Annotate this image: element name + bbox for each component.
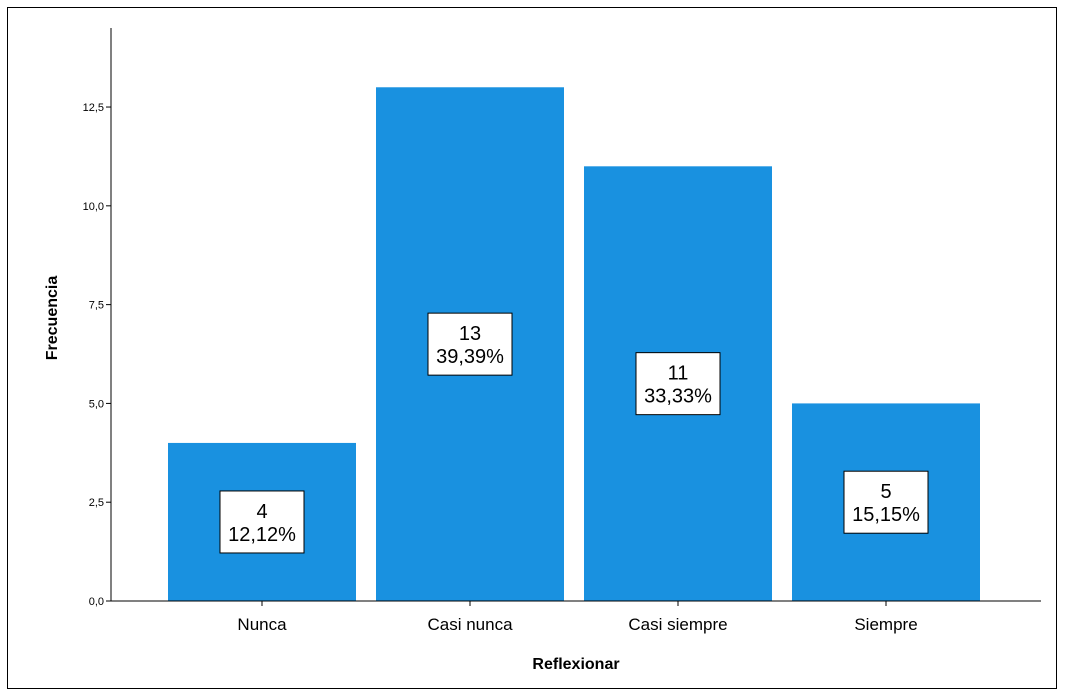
data-label-box bbox=[635, 352, 721, 416]
x-labels-layer: Nunca Casi nunca Casi siempre Siempre bbox=[237, 601, 918, 634]
data-label: 515,15% bbox=[843, 470, 929, 534]
y-tick-label: 2,5 bbox=[89, 497, 104, 509]
bars-layer bbox=[168, 87, 980, 601]
x-tick-label: Nunca bbox=[237, 615, 287, 634]
y-tick-label: 10,0 bbox=[83, 201, 104, 213]
data-label-count: 13 bbox=[459, 323, 481, 345]
data-label-percent: 39,39% bbox=[436, 346, 504, 368]
data-label-box bbox=[219, 490, 305, 554]
data-label-percent: 33,33% bbox=[644, 386, 712, 408]
y-tick-label: 0,0 bbox=[89, 596, 104, 608]
y-tick-label: 12,5 bbox=[83, 102, 104, 114]
data-label-box bbox=[843, 470, 929, 534]
y-axis-title: Frecuencia bbox=[44, 276, 61, 361]
y-tick-label: 5,0 bbox=[89, 398, 104, 410]
data-label: 412,12% bbox=[219, 490, 305, 554]
data-label-count: 11 bbox=[668, 363, 689, 385]
data-label-count: 4 bbox=[256, 501, 267, 523]
x-tick-label: Siempre bbox=[854, 615, 917, 634]
x-tick-label: Casi nunca bbox=[427, 615, 513, 634]
x-axis-title: Reflexionar bbox=[532, 656, 619, 673]
x-tick-label: Casi siempre bbox=[628, 615, 727, 634]
data-label-percent: 12,12% bbox=[228, 524, 296, 546]
data-label-percent: 15,15% bbox=[852, 504, 920, 526]
data-label-box bbox=[427, 312, 513, 376]
y-tick-label: 7,5 bbox=[89, 300, 104, 312]
y-ticks-layer: 0,0 2,5 5,0 7,5 10,0 12,5 bbox=[83, 102, 111, 608]
data-label-count: 5 bbox=[880, 481, 891, 503]
